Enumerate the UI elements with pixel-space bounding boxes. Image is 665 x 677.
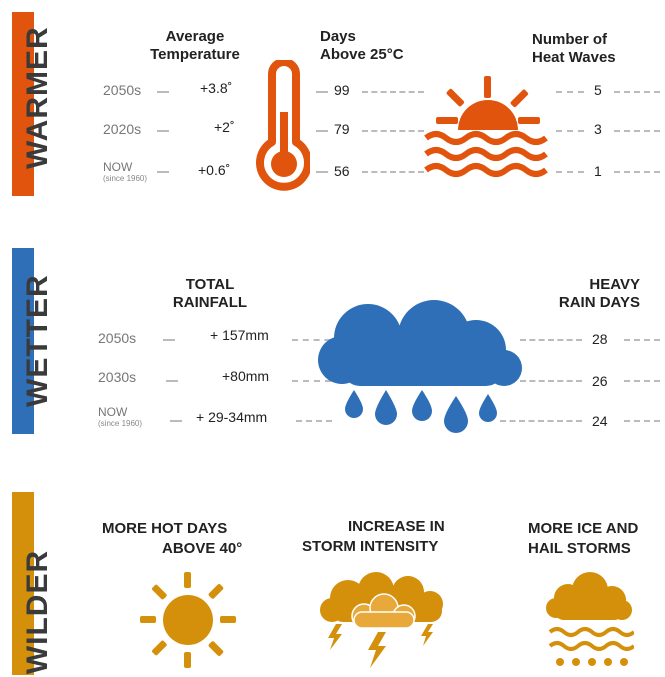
wilder-bar xyxy=(12,492,34,675)
dash xyxy=(556,91,584,93)
warmer-row-period: NOW (since 1960) xyxy=(103,160,147,184)
wetter-row-heavy: 24 xyxy=(592,413,608,429)
rain-cloud-icon xyxy=(318,300,522,433)
warmer-row-temp: +3.8˚ xyxy=(200,80,233,96)
sun-icon xyxy=(140,572,236,668)
storm-icon xyxy=(320,572,443,668)
wilder-label: WILDER xyxy=(21,549,54,675)
dash xyxy=(157,171,169,173)
dash xyxy=(614,130,660,132)
wetter-row-period: 2030s xyxy=(98,369,137,385)
warmer-label: WARMER xyxy=(21,26,54,169)
dash xyxy=(157,130,169,132)
warmer-bar xyxy=(12,12,34,196)
hail-icon xyxy=(546,572,634,666)
dash xyxy=(520,380,582,382)
dash xyxy=(556,171,584,173)
dash xyxy=(520,339,582,341)
dash xyxy=(163,339,175,341)
dash xyxy=(316,130,328,132)
dash xyxy=(624,339,660,341)
dash xyxy=(316,91,328,93)
wetter-row-period: 2050s xyxy=(98,330,137,346)
dash xyxy=(556,130,584,132)
dash xyxy=(170,420,182,422)
warmer-row-period: 2020s xyxy=(103,121,142,137)
warmer-row-temp: +2˚ xyxy=(214,119,235,135)
heavy-rain-header: HEAVY RAIN DAYS xyxy=(558,276,640,311)
wetter-row-heavy: 26 xyxy=(592,373,608,389)
wetter-row-period: NOW (since 1960) xyxy=(98,405,142,429)
warmer-row-days: 79 xyxy=(334,121,350,137)
warmer-row-period: 2050s xyxy=(103,82,142,98)
total-rainfall-header: TOTAL RAINFALL xyxy=(172,276,248,311)
ice-header-2: HAIL STORMS xyxy=(528,540,631,557)
dash xyxy=(362,130,424,132)
wetter-bar xyxy=(12,248,34,434)
dash xyxy=(292,339,352,341)
days-above-header: Days Above 25°C xyxy=(320,28,404,63)
dash xyxy=(614,91,660,93)
ice-header-1: MORE ICE AND xyxy=(528,520,639,537)
wetter-label: WETTER xyxy=(21,274,54,407)
dash xyxy=(296,420,332,422)
warmer-row-waves: 3 xyxy=(594,121,602,137)
storm-header-2: STORM INTENSITY xyxy=(302,538,439,555)
wetter-row-rain: + 157mm xyxy=(210,327,269,343)
warmer-row-temp: +0.6˚ xyxy=(198,162,231,178)
dash xyxy=(362,91,424,93)
dash xyxy=(500,420,582,422)
hot-days-header-2: ABOVE 40° xyxy=(162,540,243,557)
period-label: NOW xyxy=(103,160,133,174)
heat-waves-header: Number of Heat Waves xyxy=(532,31,616,66)
wetter-row-heavy: 28 xyxy=(592,331,608,347)
warmer-row-waves: 5 xyxy=(594,82,602,98)
dash xyxy=(157,91,169,93)
wetter-row-rain: +80mm xyxy=(222,368,270,384)
thermometer-icon xyxy=(256,60,310,191)
sunset-icon xyxy=(424,76,548,177)
avg-temp-header: Average Temperature xyxy=(150,28,240,63)
storm-header-1: INCREASE IN xyxy=(348,518,445,535)
period-label: NOW xyxy=(98,405,128,419)
dash xyxy=(624,380,660,382)
warmer-row-days: 99 xyxy=(334,82,350,98)
dash xyxy=(316,171,328,173)
warmer-row-waves: 1 xyxy=(594,163,602,179)
period-sub: (since 1960) xyxy=(98,419,143,428)
dash xyxy=(624,420,660,422)
dash xyxy=(614,171,660,173)
period-sub: (since 1960) xyxy=(103,174,148,183)
dash xyxy=(166,380,178,382)
wetter-row-rain: + 29-34mm xyxy=(196,409,268,425)
hot-days-header-1: MORE HOT DAYS xyxy=(102,520,228,537)
warmer-row-days: 56 xyxy=(334,163,350,179)
dash xyxy=(362,171,424,173)
dash xyxy=(292,380,342,382)
